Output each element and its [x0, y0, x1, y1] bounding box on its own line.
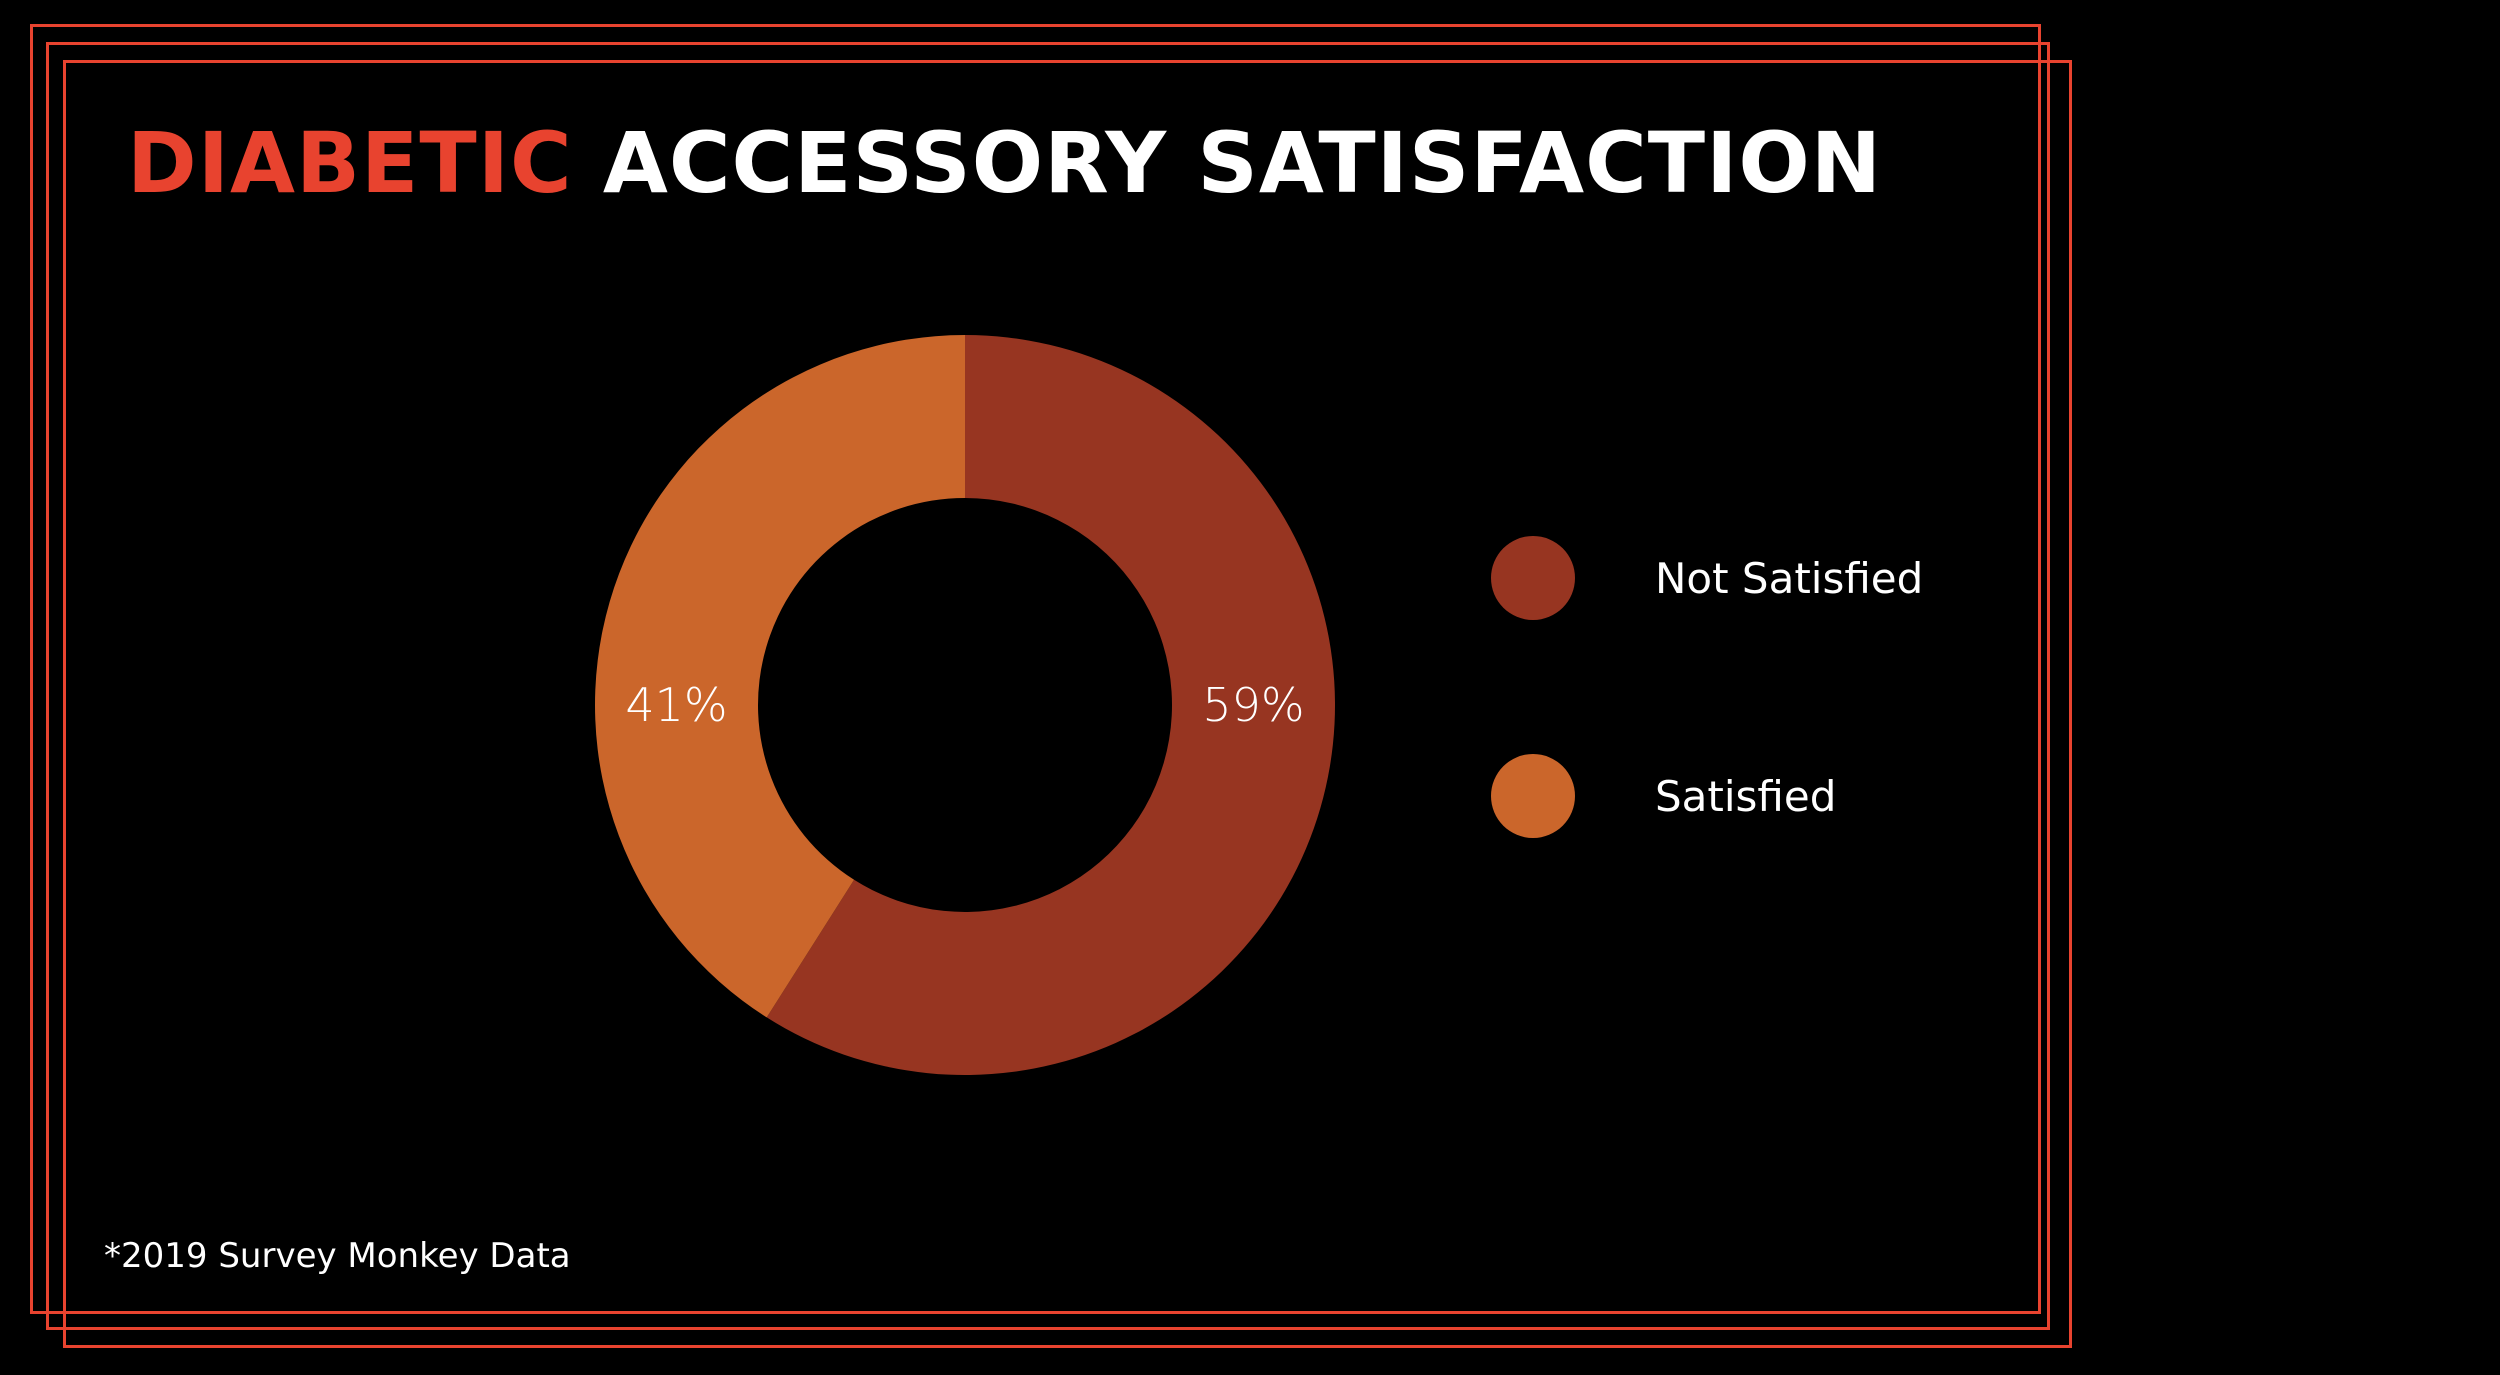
donut-slices — [595, 335, 1335, 1075]
frame-border-outer — [30, 24, 2041, 1314]
page-title: DIABETIC ACCESSORY SATISFACTION — [127, 108, 1882, 218]
data-label-satisfied: 41% — [625, 678, 727, 732]
title-main-text: ACCESSORY SATISFACTION — [602, 114, 1883, 212]
legend-label-not-satisfied: Not Satisfied — [1655, 553, 1924, 603]
legend-item-not-satisfied: Not Satisfied — [1491, 536, 1923, 620]
frame-border-inner — [63, 60, 2072, 1348]
legend-item-satisfied: Satisfied — [1491, 754, 1836, 838]
legend-swatch-not-satisfied — [1491, 536, 1575, 620]
donut-slice-not-satisfied — [766, 335, 1335, 1075]
title-accent-word: DIABETIC — [127, 114, 573, 212]
legend-label-satisfied: Satisfied — [1655, 771, 1837, 821]
source-footnote: *2019 Survey Monkey Data — [104, 1236, 571, 1276]
data-label-not-satisfied: 59% — [1202, 678, 1304, 732]
frame-border-middle — [46, 42, 2050, 1330]
donut-slice-satisfied — [595, 335, 965, 1018]
legend-swatch-satisfied — [1491, 754, 1575, 838]
donut-data-labels: 59% 41% — [625, 678, 1304, 732]
